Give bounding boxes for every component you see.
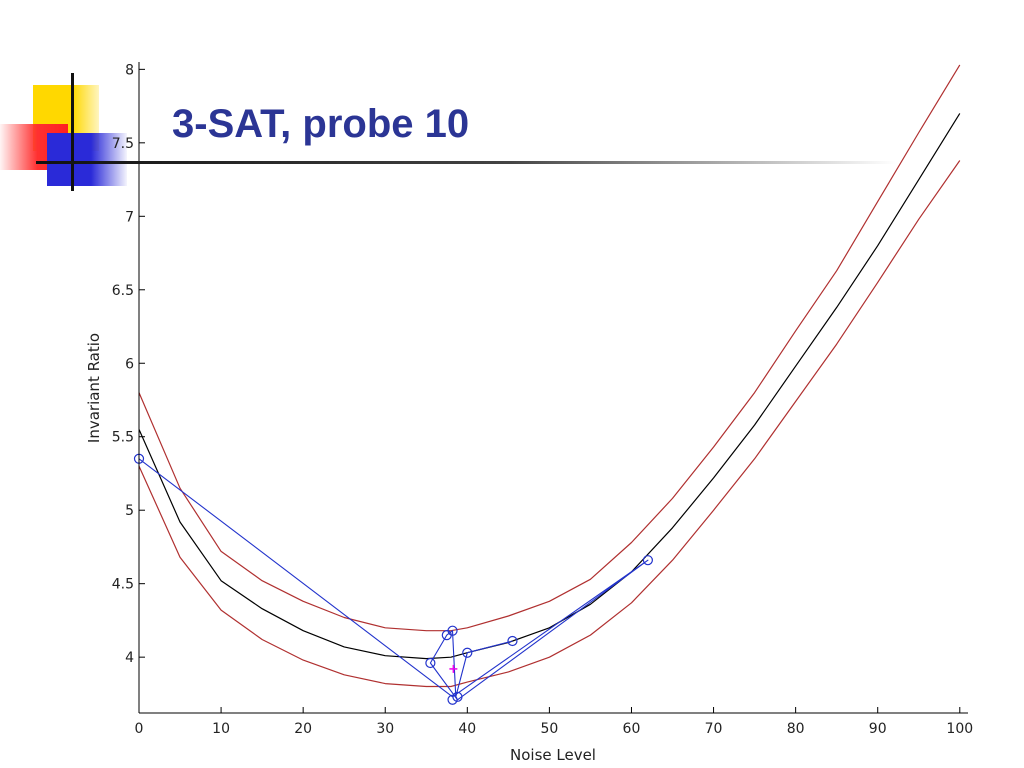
title-accent-horizontal-line <box>36 161 896 164</box>
series-lines <box>138 64 961 688</box>
y-tick-label: 6 <box>125 356 134 372</box>
x-tick-label: 70 <box>705 721 723 737</box>
probe-path-line <box>138 458 649 701</box>
slide-title: 3-SAT, probe 10 <box>172 102 470 146</box>
x-tick-label: 50 <box>540 721 558 737</box>
probe-marker <box>642 555 653 566</box>
probe-marker <box>447 694 458 705</box>
probe-marker <box>447 625 458 636</box>
x-tick-label: 80 <box>787 721 805 737</box>
probe-overlay <box>133 453 653 705</box>
series-line-mean <box>138 113 961 660</box>
x-tick-label: 0 <box>135 721 144 737</box>
y-axis-label: Invariant Ratio <box>85 333 103 443</box>
x-tick-label: 90 <box>869 721 887 737</box>
x-tick-label: 100 <box>946 721 973 737</box>
plot-area <box>139 62 968 713</box>
series-line-lower <box>138 160 961 688</box>
y-tick-label: 8 <box>125 62 134 78</box>
y-tick-label: 6.5 <box>112 283 134 299</box>
probe-marker <box>452 691 463 702</box>
y-tick-label: 5 <box>125 503 134 519</box>
y-tick-label: 4.5 <box>112 577 134 593</box>
y-tick-label: 7 <box>125 209 134 225</box>
probe-marker <box>462 647 473 658</box>
x-axis-label: Noise Level <box>510 746 596 764</box>
y-tick-label: 4 <box>125 650 134 666</box>
title-accent-vertical-line <box>71 73 74 191</box>
x-tick-label: 10 <box>212 721 230 737</box>
y-tick-label: 5.5 <box>112 430 134 446</box>
x-tick-label: 40 <box>458 721 476 737</box>
axis-ticks: 0 10 20 30 40 50 60 70 80 90 100 4 4.5 5 5.5 6 6.5 7 7.5 8 <box>112 62 973 737</box>
x-tick-label: 20 <box>294 721 312 737</box>
probe-marker <box>507 635 518 647</box>
y-tick-label: 7.5 <box>112 136 134 152</box>
probe-marker <box>425 657 436 669</box>
x-tick-label: 60 <box>623 721 641 737</box>
series-line-upper <box>138 64 961 632</box>
x-tick-label: 30 <box>376 721 394 737</box>
blue-accent-square <box>47 133 127 186</box>
